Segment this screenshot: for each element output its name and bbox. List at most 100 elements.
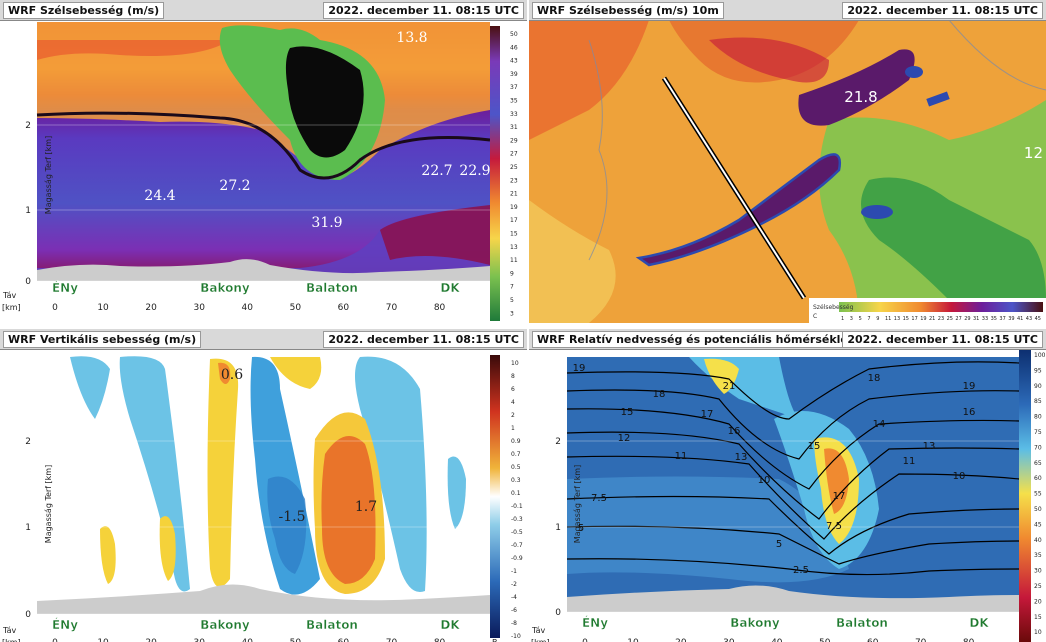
colorbar-tick-label: 37	[999, 316, 1005, 322]
x-axis-prefix: Táv	[2, 626, 16, 635]
panel-timestamp: 2022. december 11. 08:15 UTC	[842, 331, 1043, 348]
data-label: 13.8	[396, 30, 427, 46]
y-tick-label: 2	[555, 437, 561, 447]
colorbar	[490, 26, 500, 321]
x-tick-label: 20	[145, 303, 157, 313]
colorbar-tick-label: 2	[511, 412, 515, 419]
y-tick-label: 2	[25, 437, 31, 447]
x-tick-label: 70	[386, 638, 398, 642]
colorbar-tick-label: 20	[1034, 598, 1042, 605]
colorbar-tick-label: 46	[510, 44, 518, 51]
location-label: Bakony	[730, 616, 780, 630]
small-lake-2	[926, 91, 950, 107]
colorbar-tick-label: 5	[510, 297, 514, 304]
colorbar-tick-label: -0.5	[511, 529, 523, 536]
colorbar-tick-label: 17	[911, 316, 917, 322]
data-label: 22.7	[421, 163, 452, 179]
theta-contour	[566, 408, 1020, 490]
theta-contour	[566, 431, 1020, 520]
x-axis-unit: [km]	[531, 638, 550, 642]
colorbar-tick-label: 55	[1034, 491, 1042, 498]
colorbar-tick-label: 4	[511, 399, 515, 406]
weak-wind-core	[285, 46, 364, 158]
colorbar-tick-label: 3	[850, 316, 853, 322]
contour-label: 7.5	[591, 493, 607, 504]
x-tick-label: 50	[290, 638, 302, 642]
panel-title: WRF Relatív nedvesség és potenciális hőm…	[532, 331, 859, 348]
colorbar-tick-label: 33	[982, 316, 988, 322]
colorbar-tick-label: 11	[510, 257, 518, 264]
colorbar-tick-label: 0.7	[511, 451, 521, 458]
colorbar-tick-label: 13	[510, 244, 518, 251]
y-tick-label: 0	[25, 277, 31, 287]
colorbar-tick-label: 25	[947, 316, 953, 322]
contour-label: 14	[873, 419, 886, 430]
theta-contour	[566, 361, 1020, 420]
location-label: ÉNy	[52, 280, 78, 295]
x-tick-label: 50	[290, 303, 302, 313]
colorbar-tick-label: 29	[510, 137, 518, 144]
contour-label: 5	[776, 539, 782, 550]
colorbar-tick-label: 15	[510, 231, 518, 238]
colorbar-tick-label: 45	[1035, 316, 1041, 322]
theta-contour	[566, 495, 1020, 555]
contour-label: 18	[653, 389, 666, 400]
colorbar-title: Szélsebesség	[813, 304, 854, 311]
colorbar-tick-label: 7	[867, 316, 870, 322]
colorbar-tick-label: 0.3	[511, 477, 521, 484]
colorbar-tick-label: -2	[511, 581, 517, 588]
contour-label: 2.5	[793, 565, 809, 576]
colorbar-tick-label: 21	[929, 316, 935, 322]
y-tick-label: 2	[25, 121, 31, 131]
contour-label: 16	[728, 426, 741, 437]
x-tick-label: 80	[434, 303, 446, 313]
colorbar-tick-label: 13	[894, 316, 900, 322]
colorbar-tick-label: 45	[1034, 521, 1042, 528]
small-lake-3	[861, 205, 893, 219]
theta-contours	[566, 361, 1020, 576]
colorbar-tick-label: 17	[510, 217, 518, 224]
colorbar-tick-label: 40	[1034, 537, 1042, 544]
x-tick-label: 30	[193, 638, 205, 642]
colorbar-tick-label: 11	[885, 316, 891, 322]
x-axis-unit: [km]	[2, 303, 21, 312]
x-tick-label: 30	[193, 303, 205, 313]
colorbar-tick-label: -1	[511, 568, 517, 575]
terrain-profile	[37, 259, 490, 281]
colorbar-tick-label: 1	[511, 425, 515, 432]
y-axis-label: Magasság Terf [km]	[44, 136, 53, 214]
contour-label: 5	[578, 523, 584, 534]
colorbar-tick-label: -0.3	[511, 516, 523, 523]
colorbar-tick-label: 15	[903, 316, 909, 322]
colorbar-tick-label: 50	[510, 31, 518, 38]
colorbar-tick-label: -0.1	[511, 503, 523, 510]
vertical-velocity-panel: 0 10 20 30 40 50 60 70 80 Táv [km] B 0 1 2 Magasság Ter…	[0, 329, 527, 642]
surface-wind-map: Szélsebesség C 1 3 5 7 9 11 13 15 17 19 21 23 25 27 29…	[529, 19, 1046, 323]
colorbar-unit: C	[813, 313, 817, 320]
data-label: 24.4	[144, 188, 175, 204]
x-tick-label: 80	[963, 638, 975, 642]
theta-contour	[566, 455, 1020, 540]
colorbar-tick-label: 80	[1034, 414, 1042, 421]
x-tick-label: 60	[338, 303, 350, 313]
location-label: Balaton	[306, 281, 358, 295]
theta-contour	[566, 558, 1020, 576]
colorbar-tick-label: 27	[510, 151, 518, 158]
colorbar-tick-label: 30	[1034, 568, 1042, 575]
y-axis-label: Magasság Terf [km]	[44, 465, 53, 543]
panel-header: WRF Relatív nedvesség és potenciális hőm…	[529, 329, 1046, 350]
surface-wind-map-panel: Szélsebesség C 1 3 5 7 9 11 13 15 17 19 21 23 25 27 29…	[529, 0, 1046, 323]
updraft-core	[321, 436, 376, 584]
location-label: DK	[440, 618, 460, 632]
y-tick-label: 1	[25, 523, 31, 533]
contour-label: 10	[953, 471, 966, 482]
colorbar-tick-label: 25	[1034, 583, 1042, 590]
y-axis-label: Magasság Terf [km]	[573, 465, 582, 543]
colorbar-tick-label: 9	[510, 270, 514, 277]
x-axis-end-label: B	[492, 638, 498, 642]
colorbar-tick-label: 3	[510, 310, 514, 317]
colorbar-tick-label: 31	[973, 316, 979, 322]
x-tick-label: 70	[915, 638, 927, 642]
